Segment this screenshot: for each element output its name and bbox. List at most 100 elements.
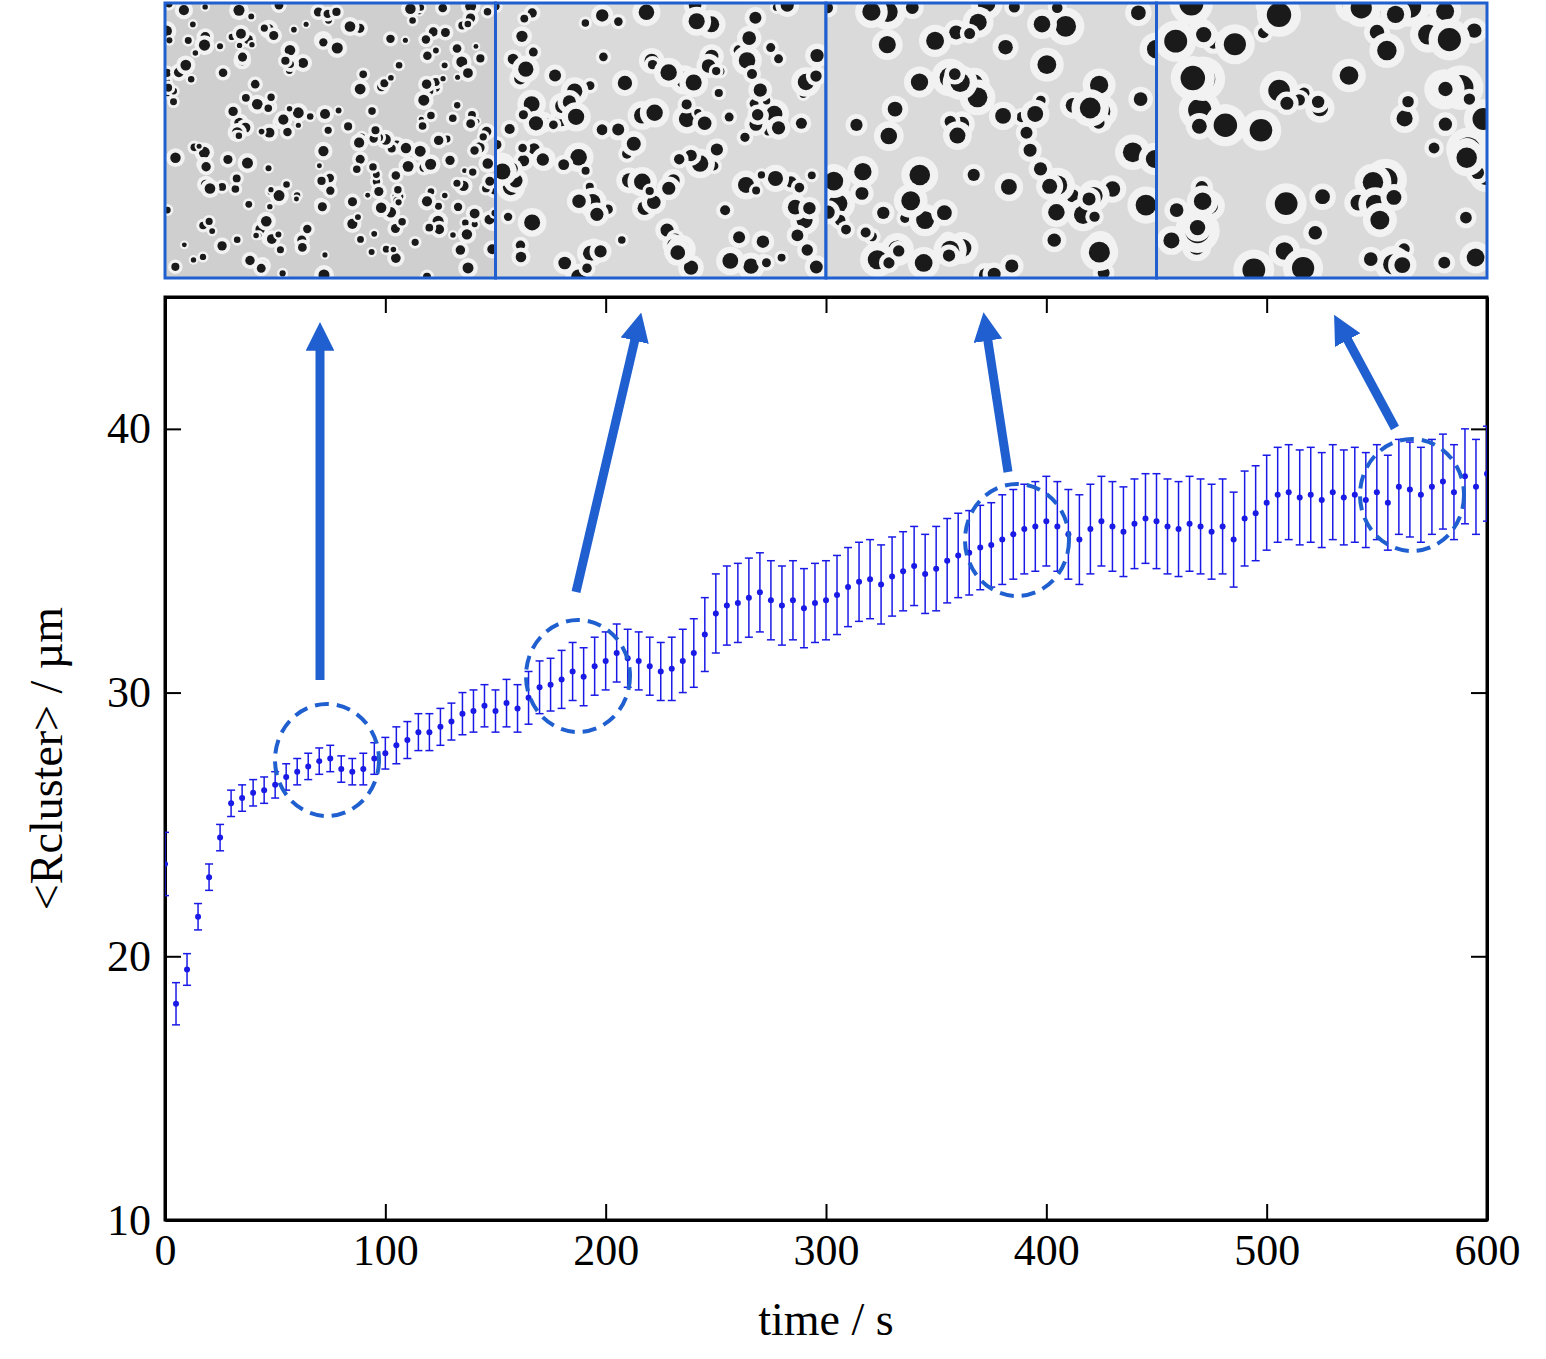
point [1109,523,1115,529]
error-bar-cap [1053,481,1061,483]
error-bar [1153,474,1161,569]
point [294,769,300,775]
point [1418,492,1424,498]
error-bar-cap [447,739,455,741]
particle-halo [416,119,430,133]
error-bar [348,759,356,785]
particle-halo [215,41,226,52]
error-bar-cap [337,755,345,757]
error-bar-cap [1373,444,1381,446]
error-bar [547,658,555,711]
error-bar [1307,447,1315,542]
tick-mark [385,1204,387,1220]
error-bar [1197,479,1205,574]
particle-halo [234,49,250,65]
particle [1194,192,1211,209]
error-bar [1428,439,1436,534]
particle [353,165,360,172]
error-bar-cap [1009,578,1017,580]
particle [197,144,202,149]
tick [1471,1220,1487,1221]
particle-halo [369,229,379,239]
particle-halo [1429,19,1471,61]
particle-halo [354,233,366,245]
error-bar [536,661,544,714]
particle-halo [188,19,198,29]
particle [1394,257,1410,273]
error-bar [480,685,488,727]
error-bar [910,526,918,605]
particle-halo [931,199,958,226]
point [790,597,796,603]
particle [998,40,1013,55]
error-bar-cap [1406,441,1414,443]
point [272,782,278,788]
particle [365,193,370,198]
particle-halo [263,163,274,174]
particle-halo [215,65,230,80]
point [603,658,609,664]
error-bar-cap [1329,444,1337,446]
error-bar-cap [1285,444,1293,446]
particle [223,155,232,164]
particle [277,246,284,253]
error-bar-cap [734,563,742,565]
particle [582,167,590,175]
particle-halo [478,154,495,173]
particle-halo [1077,187,1101,211]
particle [720,205,730,215]
particle-halo [1307,91,1329,113]
point [1242,516,1248,522]
error-bar-cap [1340,544,1348,546]
particle [359,71,367,79]
error-bar [216,824,224,850]
error-bar-cap [1318,547,1326,549]
error-bar-cap [370,774,378,776]
error-bar-cap [1075,584,1083,586]
point [988,542,994,548]
particle-halo [515,140,530,155]
error-bar [866,540,874,619]
particle [1473,108,1487,130]
error-bar-cap [392,763,400,765]
tick [606,297,607,313]
particle-halo [466,205,484,223]
point [757,589,763,595]
point [801,605,807,611]
inset-frame [1157,3,1488,278]
particle [1089,242,1110,263]
particle [415,146,426,157]
error-bar-cap [1329,539,1337,541]
error-bar [602,632,610,690]
x-axis: 0100200300400500600 [155,1204,1521,1275]
particle [171,263,179,271]
particle-halo [501,209,516,224]
particle-halo [826,200,840,224]
particle [758,171,765,178]
error-bar [1395,439,1403,534]
error-bar-cap [1285,539,1293,541]
error-bar-cap [734,642,742,644]
particle-halo [1275,92,1298,115]
particle-halo [615,233,629,247]
error-bar-cap [1362,547,1370,549]
particle-halo [452,100,463,111]
point [1231,537,1237,543]
point [1165,523,1171,529]
point [1120,529,1126,535]
inset-image [165,3,496,278]
error-bar [987,503,995,587]
particle [674,154,684,164]
particle [1429,143,1440,154]
error-bar-cap [359,752,367,754]
error-bar-cap [877,623,885,625]
error-bar-cap [646,636,654,638]
point [504,700,510,706]
error-bar-cap [1197,573,1205,575]
particle [754,83,767,96]
particle-halo [189,255,199,265]
particle [1048,204,1064,220]
point [493,708,499,714]
error-bar-cap [855,621,863,623]
error-bar-cap [1296,449,1304,451]
